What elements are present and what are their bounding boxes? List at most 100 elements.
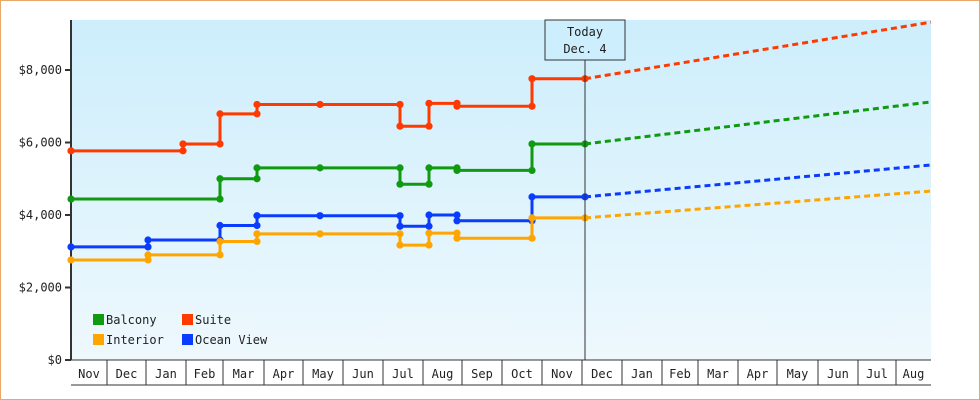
data-point[interactable]	[253, 230, 261, 238]
data-point[interactable]	[425, 229, 433, 237]
data-point[interactable]	[425, 180, 433, 188]
data-point[interactable]	[316, 100, 324, 109]
legend-label[interactable]: Balcony	[106, 313, 157, 327]
x-month-label: Jan	[631, 367, 653, 381]
y-tick-label: $6,000	[19, 136, 62, 150]
today-marker: Today Dec. 4	[544, 19, 626, 360]
series-ocean-view	[67, 163, 932, 251]
data-point[interactable]	[253, 164, 261, 172]
data-point[interactable]	[316, 230, 324, 238]
data-point[interactable]	[425, 211, 433, 219]
data-point[interactable]	[396, 222, 404, 230]
x-month-label: Aug	[432, 367, 454, 381]
y-tick-label: $8,000	[19, 63, 62, 77]
y-tick-label: $2,000	[19, 281, 62, 295]
x-axis: Nov Dec Jan Feb Mar Apr May Jun Jul Aug Sep Oct Nov D…	[71, 359, 931, 386]
x-month-label: Jun	[352, 367, 374, 381]
legend: Balcony Suite Interior Ocean View	[93, 313, 268, 347]
x-month-label: Jul	[866, 367, 888, 381]
data-point[interactable]	[67, 243, 75, 251]
x-month-label: Dec	[116, 367, 138, 381]
today-label: Today	[567, 25, 603, 39]
data-point[interactable]	[144, 251, 152, 259]
data-point[interactable]	[396, 212, 404, 220]
x-month-label: Jan	[155, 367, 177, 381]
data-point[interactable]	[144, 236, 152, 244]
legend-swatch-suite	[182, 314, 193, 325]
data-point[interactable]	[425, 241, 433, 249]
x-month-label: Jul	[392, 367, 414, 381]
data-point[interactable]	[67, 256, 75, 264]
series-lines	[67, 20, 932, 264]
x-month-label: Mar	[233, 367, 255, 381]
data-point[interactable]	[216, 110, 224, 118]
y-tick-label: $0	[48, 353, 62, 367]
data-point[interactable]	[528, 193, 536, 201]
x-month-label: Apr	[747, 367, 769, 381]
data-point[interactable]	[528, 234, 536, 242]
data-point[interactable]	[253, 212, 261, 220]
x-month-label: Aug	[903, 367, 925, 381]
data-point[interactable]	[216, 251, 224, 259]
data-point[interactable]	[253, 110, 261, 118]
data-point[interactable]	[253, 175, 261, 183]
data-point[interactable]	[396, 230, 404, 238]
data-point[interactable]	[396, 122, 404, 130]
data-point[interactable]	[216, 140, 224, 148]
data-point[interactable]	[425, 222, 433, 230]
plot-area	[71, 20, 931, 360]
data-point[interactable]	[425, 122, 433, 130]
data-point[interactable]	[396, 100, 404, 109]
data-point[interactable]	[396, 241, 404, 249]
data-point[interactable]	[179, 140, 187, 148]
data-point[interactable]	[316, 164, 324, 172]
data-point[interactable]	[144, 256, 152, 264]
data-point[interactable]	[528, 102, 536, 110]
x-month-label: Nov	[551, 367, 573, 381]
data-point[interactable]	[216, 195, 224, 203]
data-point[interactable]	[425, 99, 433, 107]
data-point[interactable]	[144, 243, 152, 251]
data-point[interactable]	[179, 147, 187, 155]
data-point[interactable]	[528, 166, 536, 175]
x-month-label: Dec	[591, 367, 613, 381]
data-point[interactable]	[528, 214, 536, 222]
data-point[interactable]	[425, 164, 433, 172]
series-balcony	[67, 100, 932, 203]
data-point[interactable]	[528, 75, 536, 83]
data-point[interactable]	[216, 237, 224, 246]
data-point[interactable]	[67, 147, 75, 155]
data-point[interactable]	[316, 212, 324, 220]
legend-label[interactable]: Ocean View	[195, 333, 268, 347]
x-month-label: Feb	[669, 367, 691, 381]
x-month-label: Apr	[273, 367, 295, 381]
x-month-label: Jun	[827, 367, 849, 381]
x-month-label: Feb	[194, 367, 216, 381]
x-month-label: Nov	[78, 367, 100, 381]
data-point[interactable]	[216, 221, 224, 230]
data-point[interactable]	[453, 217, 461, 225]
data-point[interactable]	[396, 180, 404, 188]
data-point[interactable]	[453, 234, 461, 242]
data-point[interactable]	[67, 195, 75, 203]
y-axis: $0 $2,000 $4,000 $6,000 $8,000	[19, 20, 72, 367]
data-point[interactable]	[253, 237, 261, 246]
data-point[interactable]	[528, 140, 536, 148]
x-month-label: Sep	[471, 367, 493, 381]
data-point[interactable]	[396, 164, 404, 172]
legend-swatch-balcony	[93, 314, 104, 325]
series-suite	[67, 20, 932, 155]
data-point[interactable]	[453, 211, 461, 219]
data-point[interactable]	[216, 175, 224, 183]
data-point[interactable]	[253, 100, 261, 109]
data-point[interactable]	[453, 229, 461, 237]
data-point[interactable]	[253, 221, 261, 230]
x-month-label: Oct	[511, 367, 533, 381]
legend-label[interactable]: Suite	[195, 313, 231, 327]
x-month-label: Mar	[707, 367, 729, 381]
series-interior	[67, 189, 932, 264]
data-point[interactable]	[453, 102, 461, 110]
data-point[interactable]	[453, 166, 461, 175]
legend-label[interactable]: Interior	[106, 333, 164, 347]
